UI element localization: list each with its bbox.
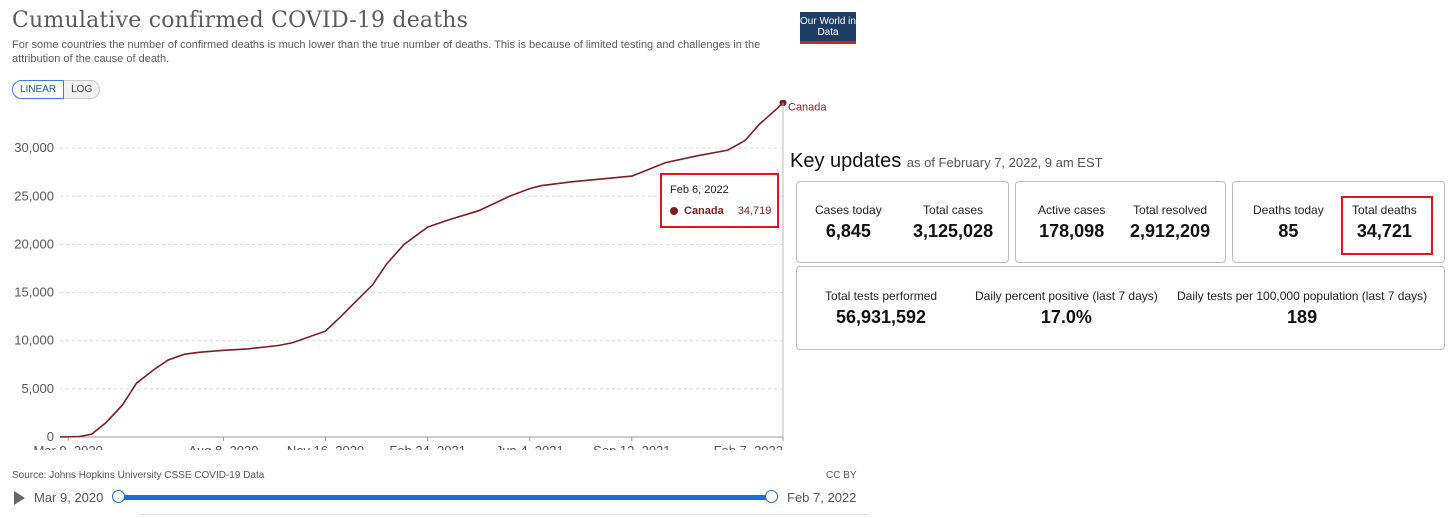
x-tick-label: Aug 8, 2020 <box>188 443 258 450</box>
total-tests-stat: Total tests performed 56,931,592 <box>825 289 937 328</box>
y-tick-label: 10,000 <box>14 333 54 348</box>
key-updates-heading: Key updates as of February 7, 2022, 9 am… <box>790 150 1103 173</box>
active-cases-label: Active cases <box>1038 203 1106 217</box>
total-tests-value: 56,931,592 <box>835 307 927 327</box>
deaths-today-value: 85 <box>1278 221 1299 241</box>
chart-subtitle: For some countries the number of confirm… <box>12 39 761 65</box>
y-tick-label: 15,000 <box>14 285 54 300</box>
tooltip-series-name: Canada <box>684 205 724 217</box>
tests-per-value: 189 <box>1287 307 1318 327</box>
x-tick-label: Feb 24, 2021 <box>389 443 466 450</box>
positivity-value: 17.0% <box>1040 307 1092 327</box>
series-end-label: Canada <box>788 102 827 114</box>
deaths-today-stat: Deaths today 85 <box>1253 203 1324 242</box>
x-tick-label: Mar 9, 2020 <box>33 443 102 450</box>
positivity-label: Daily percent positive (last 7 days) <box>975 289 1158 303</box>
tooltip-row: Canada 34,719 <box>670 205 771 217</box>
linear-scale-button[interactable]: LINEAR <box>12 80 65 99</box>
tooltip-series-dot <box>670 207 678 215</box>
series-line-canada[interactable] <box>59 102 784 438</box>
log-scale-button[interactable]: LOG <box>64 80 101 99</box>
x-tick-label: Sep 12, 2021 <box>593 443 670 450</box>
tabs-divider <box>140 514 868 518</box>
total-deaths-highlight <box>1341 196 1433 255</box>
cases-today-stat: Cases today 6,845 <box>815 203 882 242</box>
timeline-end-handle[interactable] <box>765 490 778 503</box>
tests-per-label: Daily tests per 100,000 population (last… <box>1177 289 1428 303</box>
cases-card: Cases today 6,845 Total cases 3,125,028 <box>796 181 1009 263</box>
timeline-start-handle[interactable] <box>112 490 125 503</box>
line-chart[interactable]: 0 5,000 10,000 15,000 20,000 25,000 30,000 Mar… <box>0 100 860 450</box>
active-cases-stat: Active cases 178,098 <box>1038 203 1105 242</box>
timeline-end-label: Feb 7, 2022 <box>787 490 857 505</box>
play-icon[interactable] <box>14 491 25 505</box>
total-cases-label: Total cases <box>923 203 984 217</box>
tests-per-stat: Daily tests per 100,000 population (last… <box>1177 289 1427 328</box>
tests-card: Total tests performed 56,931,592 Daily p… <box>796 266 1445 350</box>
y-tick-label: 0 <box>47 429 54 444</box>
license-link[interactable]: CC BY <box>826 470 857 481</box>
cases-today-value: 6,845 <box>825 221 871 241</box>
total-deaths-stat: Total deaths 34,721 <box>1352 203 1417 242</box>
deaths-card: Deaths today 85 Total deaths 34,721 <box>1232 181 1445 263</box>
y-tick-label: 30,000 <box>14 140 54 155</box>
total-deaths-value: 34,721 <box>1356 221 1412 241</box>
total-deaths-label: Total deaths <box>1352 203 1417 217</box>
chart-tooltip: Feb 6, 2022 Canada 34,719 <box>660 173 779 228</box>
chart-title: Cumulative confirmed COVID-19 deaths <box>12 8 469 33</box>
timeline: Mar 9, 2020 Feb 7, 2022 <box>12 488 862 508</box>
deaths-today-label: Deaths today <box>1253 203 1324 217</box>
source-note[interactable]: Source: Johns Hopkins University CSSE CO… <box>12 470 265 481</box>
y-tick-label: 5,000 <box>21 381 54 396</box>
tooltip-date: Feb 6, 2022 <box>670 184 729 196</box>
y-tick-label: 25,000 <box>14 188 54 203</box>
key-updates-title: Key updates <box>790 150 902 172</box>
total-cases-stat: Total cases 3,125,028 <box>913 203 993 242</box>
active-card: Active cases 178,098 Total resolved 2,91… <box>1015 181 1226 263</box>
x-tick-label: Nov 16, 2020 <box>287 443 364 450</box>
positivity-stat: Daily percent positive (last 7 days) 17.… <box>975 289 1158 328</box>
total-resolved-label: Total resolved <box>1133 203 1208 217</box>
active-cases-value: 178,098 <box>1039 221 1105 241</box>
tooltip-value: 34,719 <box>737 205 772 217</box>
total-tests-label: Total tests performed <box>825 289 938 303</box>
total-resolved-stat: Total resolved 2,912,209 <box>1130 203 1210 242</box>
owid-logo[interactable]: Our World in Data <box>800 12 856 44</box>
x-tick-label: Feb 7, 2022 <box>714 443 783 450</box>
x-tick-label: Jun 4, 2021 <box>496 443 564 450</box>
cases-today-label: Cases today <box>815 203 882 217</box>
total-cases-value: 3,125,028 <box>913 221 994 241</box>
total-resolved-value: 2,912,209 <box>1130 221 1211 241</box>
timeline-start-label: Mar 9, 2020 <box>34 490 104 505</box>
timeline-track[interactable] <box>118 495 771 500</box>
scale-toggle: LINEAR LOG <box>12 80 101 99</box>
key-updates-date: as of February 7, 2022, 9 am EST <box>906 155 1103 170</box>
y-tick-label: 20,000 <box>14 236 54 251</box>
